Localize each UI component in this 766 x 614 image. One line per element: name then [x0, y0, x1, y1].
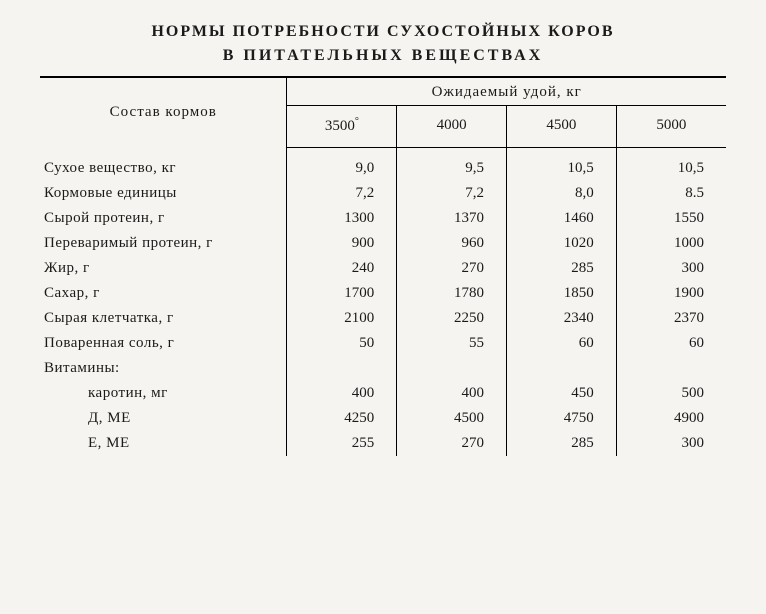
cell-value: 450	[506, 381, 616, 406]
cell-value: 300	[616, 256, 726, 281]
cell-value: 285	[506, 256, 616, 281]
cell-value: 270	[397, 431, 507, 456]
row-label: каротин, мг	[40, 381, 287, 406]
col-header-2: 4500	[506, 106, 616, 148]
row-header: Состав кормов	[40, 77, 287, 148]
cell-value: 1900	[616, 281, 726, 306]
cell-value: 60	[506, 331, 616, 356]
cell-value: 2340	[506, 306, 616, 331]
page-title: НОРМЫ ПОТРЕБНОСТИ СУХОСТОЙНЫХ КОРОВ В ПИ…	[40, 20, 726, 68]
cell-value: 255	[287, 431, 397, 456]
row-label: Поваренная соль, г	[40, 331, 287, 356]
cell-value: 9,0	[287, 148, 397, 182]
row-label: Кормовые единицы	[40, 181, 287, 206]
title-line-1: НОРМЫ ПОТРЕБНОСТИ СУХОСТОЙНЫХ КОРОВ	[40, 20, 726, 44]
table-body: Сухое вещество, кг9,09,510,510,5Кормовые…	[40, 148, 726, 457]
cell-value: 55	[397, 331, 507, 356]
cell-value: 4750	[506, 406, 616, 431]
cell-value: 1700	[287, 281, 397, 306]
table-row: Д, МЕ4250450047504900	[40, 406, 726, 431]
row-label: Е, МЕ	[40, 431, 287, 456]
cell-value: 1000	[616, 231, 726, 256]
table-head: Состав кормов Ожидаемый удой, кг 3500° 4…	[40, 77, 726, 148]
cell-value: 10,5	[616, 148, 726, 182]
cell-value	[506, 356, 616, 381]
cell-value: 240	[287, 256, 397, 281]
table-row: Кормовые единицы7,27,28,08.5	[40, 181, 726, 206]
cell-value: 9,5	[397, 148, 507, 182]
row-label: Витамины:	[40, 356, 287, 381]
document-page: НОРМЫ ПОТРЕБНОСТИ СУХОСТОЙНЫХ КОРОВ В ПИ…	[0, 0, 766, 614]
cell-value: 2250	[397, 306, 507, 331]
cell-value: 1370	[397, 206, 507, 231]
cell-value	[287, 356, 397, 381]
table-row: Витамины:	[40, 356, 726, 381]
cell-value: 270	[397, 256, 507, 281]
cell-value: 4500	[397, 406, 507, 431]
cell-value: 7,2	[397, 181, 507, 206]
table-row: каротин, мг400400450500	[40, 381, 726, 406]
table-row: Сухое вещество, кг9,09,510,510,5	[40, 148, 726, 182]
cell-value: 1460	[506, 206, 616, 231]
cell-value: 1850	[506, 281, 616, 306]
cell-value: 10,5	[506, 148, 616, 182]
col-header-3: 5000	[616, 106, 726, 148]
cell-value	[616, 356, 726, 381]
table-row: Поваренная соль, г50556060	[40, 331, 726, 356]
cell-value: 7,2	[287, 181, 397, 206]
cell-value: 4250	[287, 406, 397, 431]
cell-value: 400	[397, 381, 507, 406]
cell-value: 285	[506, 431, 616, 456]
row-label: Сырая клетчатка, г	[40, 306, 287, 331]
row-label: Д, МЕ	[40, 406, 287, 431]
cell-value: 8,0	[506, 181, 616, 206]
cell-value: 50	[287, 331, 397, 356]
cell-value: 1300	[287, 206, 397, 231]
title-line-2: В ПИТАТЕЛЬНЫХ ВЕЩЕСТВАХ	[40, 44, 726, 68]
nutrient-table: Состав кормов Ожидаемый удой, кг 3500° 4…	[40, 76, 726, 456]
cell-value: 900	[287, 231, 397, 256]
cell-value	[397, 356, 507, 381]
row-label: Переваримый протеин, г	[40, 231, 287, 256]
cell-value: 2370	[616, 306, 726, 331]
table-row: Сахар, г1700178018501900	[40, 281, 726, 306]
cell-value: 300	[616, 431, 726, 456]
row-label: Сахар, г	[40, 281, 287, 306]
cell-value: 8.5	[616, 181, 726, 206]
row-label: Сухое вещество, кг	[40, 148, 287, 182]
row-label: Сырой протеин, г	[40, 206, 287, 231]
cell-value: 4900	[616, 406, 726, 431]
col-header-0: 3500°	[287, 106, 397, 148]
table-row: Е, МЕ255270285300	[40, 431, 726, 456]
cell-value: 2100	[287, 306, 397, 331]
cell-value: 960	[397, 231, 507, 256]
row-label: Жир, г	[40, 256, 287, 281]
cell-value: 1780	[397, 281, 507, 306]
table-row: Сырой протеин, г1300137014601550	[40, 206, 726, 231]
col-header-1: 4000	[397, 106, 507, 148]
table-row: Переваримый протеин, г90096010201000	[40, 231, 726, 256]
table-row: Сырая клетчатка, г2100225023402370	[40, 306, 726, 331]
cell-value: 1550	[616, 206, 726, 231]
cell-value: 400	[287, 381, 397, 406]
table-row: Жир, г240270285300	[40, 256, 726, 281]
super-header: Ожидаемый удой, кг	[287, 77, 726, 106]
cell-value: 60	[616, 331, 726, 356]
cell-value: 500	[616, 381, 726, 406]
cell-value: 1020	[506, 231, 616, 256]
